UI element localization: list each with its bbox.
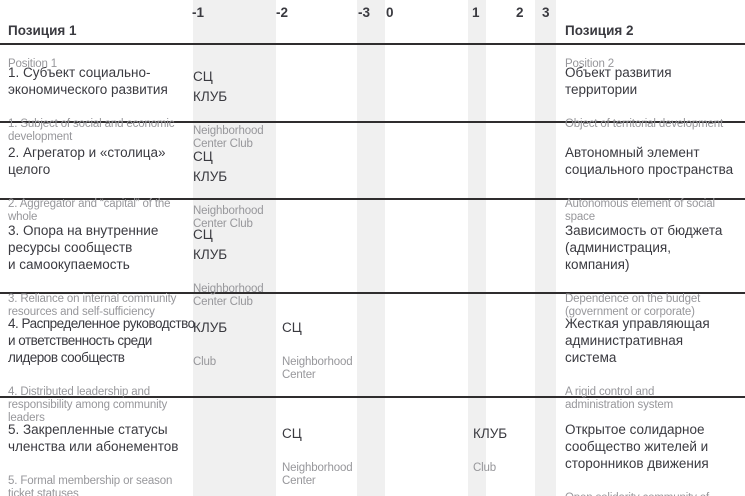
- scale-label-plus1: 1: [472, 5, 480, 20]
- row1-marker-en: Neighborhood Center Club: [193, 125, 264, 150]
- row4-position1-cell: 4. Распределенное руководство и ответств…: [8, 297, 195, 443]
- row4-position1-ru: 4. Распределенное руководство и ответств…: [8, 316, 195, 365]
- row1-position1-cell: 1. Субъект социально- экономического раз…: [8, 46, 175, 162]
- row3-position2-en: Dependence on the budget (government or …: [565, 293, 701, 318]
- row5-marker-at-plus1: КЛУБ Club: [473, 406, 507, 493]
- scale-label-zero: 0: [386, 5, 394, 20]
- row3-marker-at-minus1: СЦ КЛУБ Neighborhood Center Club: [193, 207, 264, 327]
- header-position1: Позиция 1 Position 1: [8, 4, 77, 89]
- row5-marker-at-minus2: СЦ Neighborhood Center: [282, 406, 353, 496]
- row-divider-1: [0, 121, 745, 123]
- header-position2-en: Position 2: [565, 58, 615, 70]
- row3-position2-cell: Зависимость от бюджета (администрация, к…: [565, 204, 722, 337]
- row5-marker1-ru: СЦ: [282, 426, 302, 441]
- row3-position1-en: 3. Reliance on internal community resour…: [8, 293, 177, 318]
- row1-position2-ru: Объект развития территории: [565, 65, 672, 97]
- row1-position1-en: 1. Subject of social and economic develo…: [8, 118, 175, 143]
- header-position2: Позиция 2 Position 2: [565, 4, 634, 89]
- header-position1-ru: Позиция 1: [8, 23, 77, 38]
- row5-position2-ru: Открытое солидарное сообщество жителей и…: [565, 422, 709, 471]
- row5-marker2-en: Club: [473, 462, 497, 474]
- row3-position1-cell: 3. Опора на внутренние ресурсы сообществ…: [8, 204, 176, 337]
- header-position1-en: Position 1: [8, 58, 58, 70]
- row4-position1-en: 4. Distributed leadership and responsibi…: [8, 386, 168, 424]
- row3-marker-en: Neighborhood Center Club: [193, 283, 264, 308]
- row1-position1-ru: 1. Субъект социально- экономического раз…: [8, 65, 168, 97]
- row3-position2-ru: Зависимость от бюджета (администрация, к…: [565, 223, 723, 272]
- row4-position2-en: A rigid control and administration syste…: [565, 386, 674, 411]
- header-position2-ru: Позиция 2: [565, 23, 634, 38]
- row4-marker1-en: Club: [193, 356, 217, 368]
- row2-position2-cell: Автономный элемент социального пространс…: [565, 126, 733, 242]
- row2-marker-ru: СЦ КЛУБ: [193, 149, 228, 184]
- row5-marker2-ru: КЛУБ: [473, 426, 508, 441]
- row4-marker1-ru: КЛУБ: [193, 320, 228, 335]
- row2-position2-ru: Автономный элемент социального пространс…: [565, 145, 734, 177]
- row3-position1-ru: 3. Опора на внутренние ресурсы сообществ…: [8, 223, 159, 272]
- header-divider: [0, 43, 745, 45]
- row1-position2-en: Object of territorial development: [565, 118, 724, 130]
- row4-position2-ru: Жесткая управляющая административная сис…: [565, 316, 710, 365]
- row1-position2-cell: Объект развития территории Object of ter…: [565, 46, 723, 149]
- scale-label-minus1: -1: [192, 5, 205, 20]
- row2-position1-en: 2. Aggregator and “capital” of the whole: [8, 198, 171, 223]
- row4-position2-cell: Жесткая управляющая административная сис…: [565, 297, 710, 430]
- row2-marker-at-minus1: СЦ КЛУБ Neighborhood Center Club: [193, 129, 264, 249]
- scale-band-minus1: [193, 0, 276, 496]
- row4-marker2-ru: СЦ: [282, 320, 302, 335]
- row1-marker-ru: СЦ КЛУБ: [193, 69, 228, 104]
- row-divider-2: [0, 198, 745, 200]
- scale-label-plus2: 2: [516, 5, 524, 20]
- row2-position1-cell: 2. Агрегатор и «столица» целого 2. Aggre…: [8, 126, 171, 242]
- row5-position2-cell: Открытое солидарное сообщество жителей и…: [565, 403, 719, 496]
- scale-band-minus3: [357, 0, 385, 496]
- row5-marker1-en: Neighborhood Center: [282, 462, 353, 487]
- row4-marker-at-minus2: СЦ Neighborhood Center: [282, 300, 353, 400]
- scale-label-minus2: -2: [276, 5, 289, 20]
- row-divider-3: [0, 292, 745, 294]
- scale-band-plus1: [468, 0, 486, 496]
- scale-band-plus3: [535, 0, 556, 496]
- row1-marker-at-minus1: СЦ КЛУБ Neighborhood Center Club: [193, 49, 264, 169]
- row2-position1-ru: 2. Агрегатор и «столица» целого: [8, 145, 166, 177]
- row5-position1-ru: 5. Закрепленные статусы членства или або…: [8, 422, 179, 454]
- row3-marker-ru: СЦ КЛУБ: [193, 227, 228, 262]
- row5-position2-en: Open solidarity community of residents a…: [565, 492, 719, 496]
- row4-marker-at-minus1: КЛУБ Club: [193, 300, 227, 387]
- scale-label-minus3: -3: [358, 5, 371, 20]
- row2-position2-en: Autonomous element of social space: [565, 198, 715, 223]
- row5-position1-en: 5. Formal membership or season ticket st…: [8, 475, 173, 496]
- row-divider-4: [0, 396, 745, 398]
- scale-label-plus3: 3: [542, 5, 550, 20]
- row4-marker2-en: Neighborhood Center: [282, 356, 353, 381]
- row2-marker-en: Neighborhood Center Club: [193, 205, 264, 230]
- row5-position1-cell: 5. Закрепленные статусы членства или або…: [8, 403, 178, 496]
